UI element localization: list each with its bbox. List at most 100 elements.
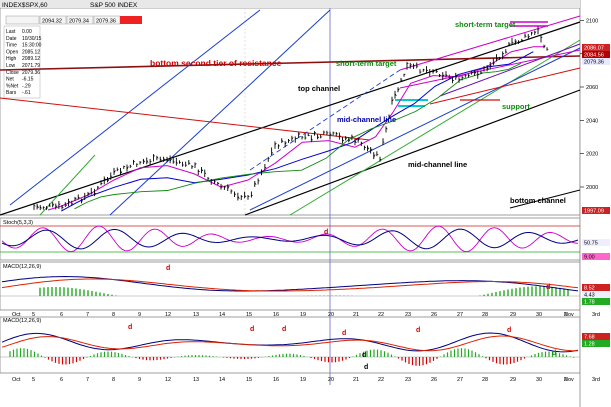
price-bar-close xyxy=(191,166,194,168)
date-tick-label: 26 xyxy=(431,312,437,318)
price-bar-close xyxy=(126,166,129,170)
data-window-value: -.29 xyxy=(22,83,31,89)
macd1-panel-frame xyxy=(0,261,581,311)
macd2-panel-frame xyxy=(0,316,581,374)
price-bar-close xyxy=(110,175,113,177)
date-tick-label: 23 xyxy=(405,312,411,318)
price-bar-close xyxy=(274,142,277,146)
price-bar-close xyxy=(345,137,348,140)
data-window-key: Open xyxy=(6,49,18,55)
date-tick-label: 27 xyxy=(457,312,463,318)
price-bar-close xyxy=(394,93,397,96)
data-window-key: Date xyxy=(6,36,17,42)
price-bar-close xyxy=(281,139,284,143)
price-bar-close xyxy=(185,164,188,166)
price-bar-close xyxy=(220,185,223,189)
data-window-value: 15:30:00 xyxy=(22,43,42,49)
price-tick-label: 2020 xyxy=(586,152,598,158)
date-tick-label: 14 xyxy=(219,312,225,318)
price-bar-close xyxy=(169,158,172,162)
symbol-label: INDEX$SPX,60 xyxy=(2,2,48,9)
date-tick-label: 16 xyxy=(273,312,279,318)
date-tick-label: 22 xyxy=(378,377,384,383)
bottom-channel-line xyxy=(509,189,581,209)
price-bar-close xyxy=(52,203,55,207)
data-window-key: Low xyxy=(6,63,16,69)
date-tick-label: 22 xyxy=(378,312,384,318)
svg-text:2086.07: 2086.07 xyxy=(584,46,604,52)
data-window-rows: Last 0.00 Date 10/30/15 Time 15:30:00 Open 2085… xyxy=(6,29,42,96)
date-tick-label: 3rd xyxy=(592,377,600,383)
price-bars xyxy=(33,26,549,211)
price-bar-close xyxy=(291,137,294,140)
macd2-signal-line xyxy=(1,335,578,352)
ma-slow-line xyxy=(61,51,534,212)
date-tick-label: 12 xyxy=(165,312,171,318)
price-bar-close xyxy=(514,40,517,43)
price-bar-close xyxy=(489,64,492,67)
price-bar-close xyxy=(370,148,373,152)
date-tick-label: 13 xyxy=(193,377,199,383)
annotation-d9: d xyxy=(250,326,254,333)
quote-3: 2079.36 xyxy=(96,19,116,25)
price-bar-close xyxy=(74,197,77,200)
price-bar-close xyxy=(194,163,197,165)
price-bar-close xyxy=(261,170,264,173)
price-bar-close xyxy=(419,71,422,73)
annotation-bottom-channel: bottom channel xyxy=(510,196,566,205)
price-bar-close xyxy=(493,62,495,64)
red-declining-line xyxy=(0,97,371,141)
tag-macd-a: 8.52 xyxy=(584,286,595,292)
price-bar-close xyxy=(486,66,489,70)
price-bar-close xyxy=(103,177,106,180)
price-bar-close xyxy=(311,138,313,141)
annotation-mid-channel-2: mid-channel line xyxy=(408,160,467,169)
date-tick-label: 16 xyxy=(273,377,279,383)
stoch-d-line xyxy=(1,228,579,250)
price-bar-close xyxy=(468,74,470,77)
price-bar-close xyxy=(227,185,230,190)
annotation-d1: d xyxy=(324,229,328,236)
date-tick-label: 19 xyxy=(300,312,306,318)
price-bar-close xyxy=(234,193,237,195)
date-tick-label: 9 xyxy=(138,312,141,318)
date-tick-label: 26 xyxy=(431,377,437,383)
date-tick-label: 28 xyxy=(482,377,488,383)
price-bar-close xyxy=(55,205,58,208)
ma-green-line xyxy=(74,62,522,210)
date-tick-label: 15 xyxy=(246,312,252,318)
date-tick-label: 8 xyxy=(112,377,115,383)
date-tick-label: 20 xyxy=(328,377,334,383)
annotation-d3: d xyxy=(546,284,550,291)
annotation-short-target-2: short-term target xyxy=(455,20,516,29)
tag-macd2-a: 7.68 xyxy=(584,335,595,341)
date-tick-label: Nov xyxy=(564,312,574,318)
price-bar-close xyxy=(254,182,257,185)
date-tick-label: 6 xyxy=(60,377,63,383)
price-bar-close xyxy=(391,99,394,102)
date-tick-label: Nov xyxy=(564,377,574,383)
price-bar-close xyxy=(204,172,207,175)
data-window xyxy=(3,25,41,99)
stoch-panel-frame xyxy=(0,217,581,261)
price-bar-close xyxy=(388,115,391,117)
blue-channel-inner xyxy=(109,9,331,216)
price-bar-close xyxy=(201,168,204,172)
tag-stoch-a: 50.75 xyxy=(584,241,598,247)
date-tick-label: 21 xyxy=(353,377,359,383)
data-window-key: Net xyxy=(6,77,14,83)
date-tick-label: 30 xyxy=(536,312,542,318)
price-bar-close xyxy=(367,146,370,150)
tag-red-1 xyxy=(582,44,610,51)
price-bar-close xyxy=(474,71,477,74)
tag-macd2-b: 1.28 xyxy=(584,342,595,348)
green-trend-2 xyxy=(289,39,581,216)
price-bar-close xyxy=(323,131,326,133)
price-tick-label: 2100 xyxy=(586,18,598,24)
price-bar-close xyxy=(458,78,461,81)
quote-1: 2094.32 xyxy=(42,19,62,25)
annotation-support: support xyxy=(502,102,530,111)
price-bar-close xyxy=(68,201,71,203)
date-tick-label: 2 xyxy=(564,377,567,383)
data-window-value: 2071.79 xyxy=(22,63,40,69)
